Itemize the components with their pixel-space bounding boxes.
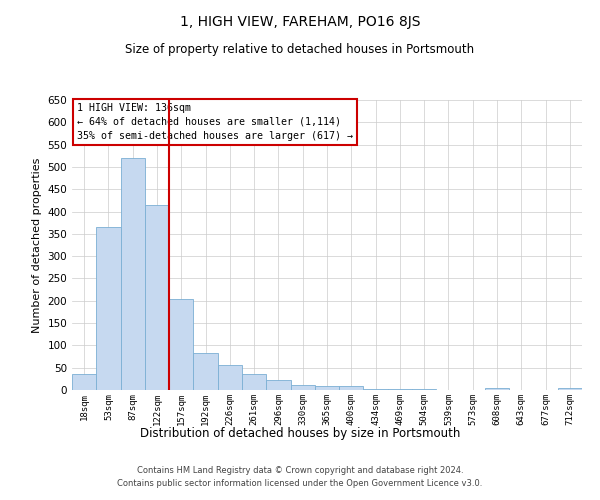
Text: Distribution of detached houses by size in Portsmouth: Distribution of detached houses by size … [140, 428, 460, 440]
Bar [412, 389, 436, 390]
Bar [485, 388, 509, 390]
Bar [121, 158, 145, 390]
Bar [339, 386, 364, 390]
Text: 1 HIGH VIEW: 136sqm
← 64% of detached houses are smaller (1,114)
35% of semi-det: 1 HIGH VIEW: 136sqm ← 64% of detached ho… [77, 103, 353, 141]
Bar [96, 227, 121, 390]
Bar [145, 205, 169, 390]
Bar [218, 366, 242, 390]
Y-axis label: Number of detached properties: Number of detached properties [32, 158, 42, 332]
Bar [315, 386, 339, 390]
Bar [169, 298, 193, 390]
Text: 1, HIGH VIEW, FAREHAM, PO16 8JS: 1, HIGH VIEW, FAREHAM, PO16 8JS [180, 15, 420, 29]
Bar [242, 374, 266, 390]
Text: Size of property relative to detached houses in Portsmouth: Size of property relative to detached ho… [125, 42, 475, 56]
Bar [72, 374, 96, 390]
Bar [558, 388, 582, 390]
Bar [364, 389, 388, 390]
Bar [290, 384, 315, 390]
Text: Contains HM Land Registry data © Crown copyright and database right 2024.
Contai: Contains HM Land Registry data © Crown c… [118, 466, 482, 487]
Bar [388, 389, 412, 390]
Bar [193, 353, 218, 390]
Bar [266, 380, 290, 390]
